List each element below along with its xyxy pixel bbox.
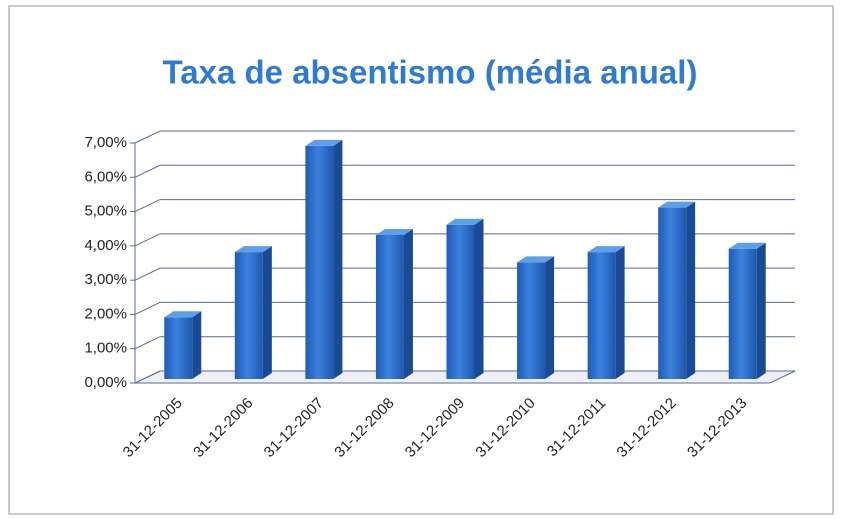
bar-side <box>333 139 343 379</box>
bar-top <box>234 246 272 253</box>
grid-line <box>134 336 795 350</box>
bar <box>517 262 546 379</box>
x-tick-label: 31-12-2009 <box>402 395 468 461</box>
bar-top <box>446 218 484 225</box>
bar <box>305 145 334 379</box>
y-tick-label: 4,00% <box>84 237 127 254</box>
y-tick-label: 6,00% <box>84 168 127 185</box>
bar-top <box>375 229 413 235</box>
chart-title: Taxa de absentismo (média anual) <box>163 54 698 91</box>
grid-line <box>134 301 795 315</box>
bar-top <box>305 139 343 146</box>
grid-line <box>134 370 795 384</box>
bar <box>375 235 404 379</box>
y-tick-label: 3,00% <box>84 271 127 288</box>
bar-side <box>192 311 202 379</box>
bar <box>446 224 475 379</box>
bar-top <box>587 246 625 253</box>
grid-line <box>134 233 795 247</box>
bar-top <box>164 311 202 318</box>
grid-line <box>134 199 795 213</box>
x-tick-label: 31-12-2013 <box>684 395 750 461</box>
bar-side <box>474 218 484 379</box>
x-tick-label: 31-12-2012 <box>614 395 680 461</box>
bar <box>587 252 616 379</box>
grid-line <box>134 130 795 144</box>
y-tick-label: 0,00% <box>84 374 127 391</box>
bar <box>728 248 757 379</box>
y-tick-label: 5,00% <box>84 203 127 220</box>
y-tick-label: 1,00% <box>84 340 127 357</box>
bar-side <box>756 242 766 379</box>
x-tick-label: 31-12-2011 <box>544 395 609 460</box>
bar-top <box>728 242 766 249</box>
y-tick-label: 7,00% <box>84 134 127 151</box>
x-tick-label: 31-12-2005 <box>120 395 186 461</box>
x-tick-label: 31-12-2008 <box>331 395 397 461</box>
bar-side <box>545 256 555 379</box>
bar <box>658 207 687 379</box>
x-tick-label: 31-12-2006 <box>190 395 256 461</box>
bar-top <box>658 201 696 208</box>
grid-line <box>134 267 795 281</box>
bar-top <box>517 256 555 263</box>
x-tick-label: 31-12-2010 <box>472 395 538 461</box>
grid-line <box>134 164 795 178</box>
frame <box>8 5 834 515</box>
bar-side <box>686 201 696 379</box>
bar-side <box>615 246 625 379</box>
bar <box>164 317 193 379</box>
bar-side <box>403 229 413 379</box>
bar <box>234 252 263 379</box>
y-tick-label: 2,00% <box>84 305 127 322</box>
x-tick-label: 31-12-2007 <box>261 395 327 461</box>
bar-side <box>262 246 272 379</box>
